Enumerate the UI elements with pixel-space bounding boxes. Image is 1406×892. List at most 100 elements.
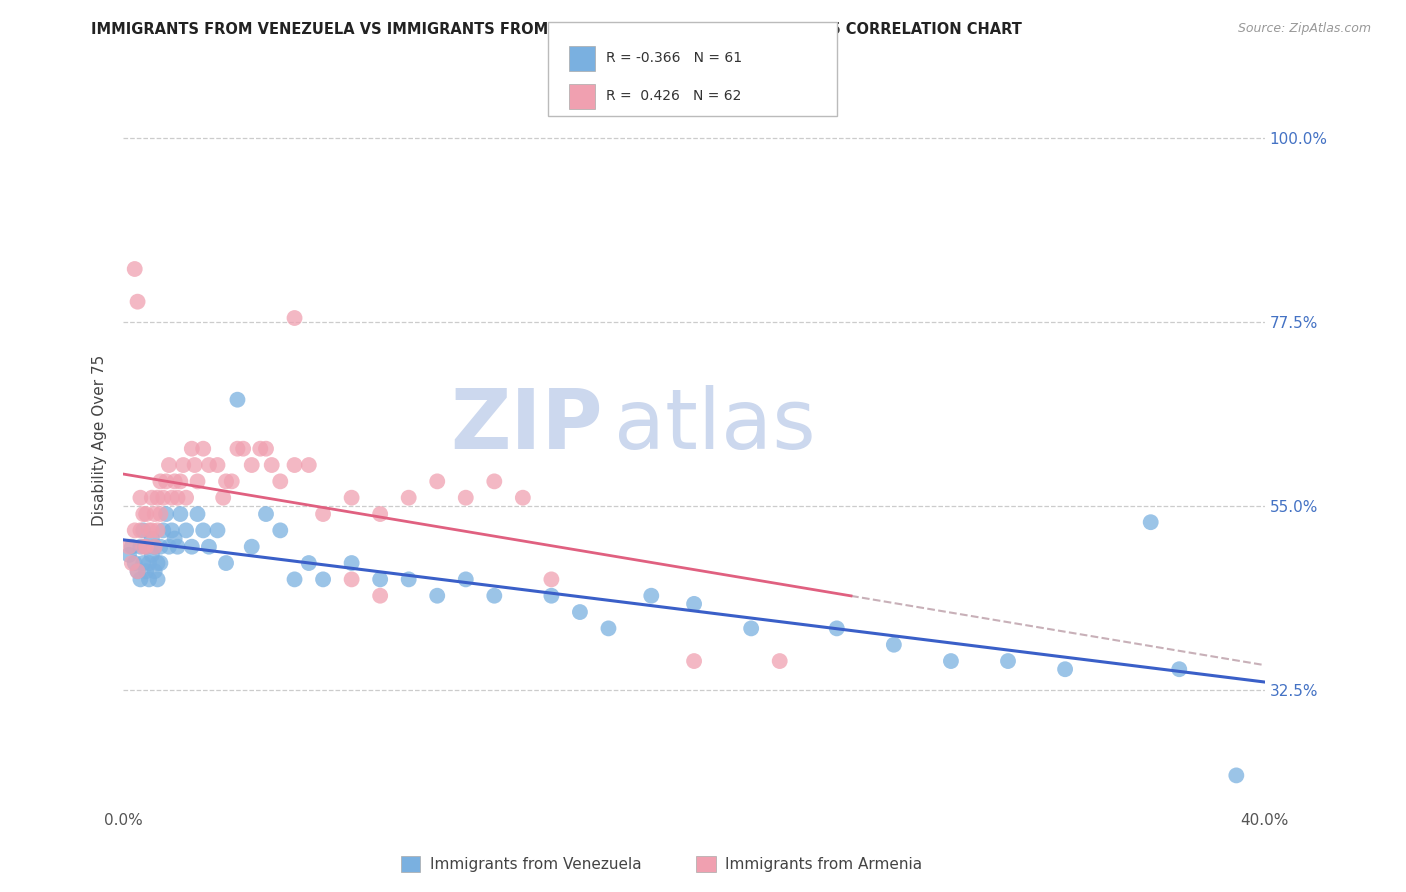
Point xyxy=(124,556,146,570)
Point xyxy=(174,524,197,538)
Point xyxy=(127,294,149,309)
Point xyxy=(141,532,163,546)
Point xyxy=(484,589,506,603)
Point xyxy=(135,540,157,554)
Point xyxy=(240,540,263,554)
Point xyxy=(512,491,534,505)
Point xyxy=(143,564,166,578)
Point xyxy=(135,564,157,578)
Point xyxy=(212,491,235,505)
Point xyxy=(146,573,169,587)
Point xyxy=(135,540,157,554)
Point xyxy=(149,475,172,489)
Point xyxy=(340,491,363,505)
Point xyxy=(226,392,249,407)
Point xyxy=(298,458,321,472)
Point xyxy=(138,556,160,570)
Point xyxy=(1168,662,1191,676)
Point xyxy=(132,540,155,554)
Point xyxy=(568,605,591,619)
Point xyxy=(1139,515,1161,529)
Point xyxy=(174,491,197,505)
Point xyxy=(146,491,169,505)
Point xyxy=(138,524,160,538)
Point xyxy=(146,524,169,538)
Point xyxy=(312,573,335,587)
Point xyxy=(997,654,1019,668)
Point xyxy=(127,564,149,578)
Point xyxy=(149,540,172,554)
Point xyxy=(769,654,792,668)
Point xyxy=(146,556,169,570)
Point xyxy=(454,491,477,505)
Point xyxy=(129,491,152,505)
Point xyxy=(883,638,905,652)
Point xyxy=(157,540,180,554)
Text: Immigrants from Venezuela: Immigrants from Venezuela xyxy=(430,857,643,871)
Point xyxy=(129,573,152,587)
Point xyxy=(398,573,420,587)
Point xyxy=(269,475,291,489)
Point xyxy=(640,589,662,603)
Point xyxy=(283,458,305,472)
Point xyxy=(160,491,183,505)
Point xyxy=(149,507,172,521)
Point xyxy=(198,540,221,554)
Point xyxy=(132,507,155,521)
Point xyxy=(118,548,141,562)
Point xyxy=(368,573,391,587)
Point xyxy=(157,458,180,472)
Text: ZIP: ZIP xyxy=(450,385,603,467)
Point xyxy=(129,540,152,554)
Point xyxy=(426,475,449,489)
Point xyxy=(312,507,335,521)
Point xyxy=(226,442,249,456)
Point xyxy=(1054,662,1077,676)
Point xyxy=(215,556,238,570)
Point xyxy=(232,442,254,456)
Point xyxy=(283,311,305,326)
Point xyxy=(198,458,221,472)
Point xyxy=(340,556,363,570)
Point xyxy=(132,556,155,570)
Point xyxy=(141,548,163,562)
Text: Immigrants from Armenia: Immigrants from Armenia xyxy=(725,857,922,871)
Point xyxy=(169,507,191,521)
Point xyxy=(368,589,391,603)
Point xyxy=(160,524,183,538)
Point xyxy=(221,475,243,489)
Point xyxy=(166,540,188,554)
Point xyxy=(183,458,205,472)
Point xyxy=(121,540,143,554)
Point xyxy=(260,458,283,472)
Point xyxy=(484,475,506,489)
Point xyxy=(155,475,177,489)
Point xyxy=(163,532,186,546)
Point xyxy=(186,475,208,489)
Point xyxy=(540,589,562,603)
Point xyxy=(249,442,271,456)
Point xyxy=(683,654,706,668)
Text: atlas: atlas xyxy=(614,385,815,467)
Point xyxy=(340,573,363,587)
Point xyxy=(186,507,208,521)
Point xyxy=(426,589,449,603)
Point xyxy=(740,621,762,635)
Point xyxy=(155,507,177,521)
Text: R =  0.426   N = 62: R = 0.426 N = 62 xyxy=(606,89,741,103)
Point xyxy=(143,540,166,554)
Point xyxy=(124,262,146,277)
Point xyxy=(193,442,215,456)
Point xyxy=(215,475,238,489)
Point xyxy=(298,556,321,570)
Point xyxy=(454,573,477,587)
Point xyxy=(683,597,706,611)
Point xyxy=(180,442,202,456)
Point xyxy=(240,458,263,472)
Point xyxy=(135,507,157,521)
Point xyxy=(1225,768,1247,782)
Point xyxy=(939,654,962,668)
Point xyxy=(152,491,174,505)
Point xyxy=(141,524,163,538)
Point xyxy=(132,524,155,538)
